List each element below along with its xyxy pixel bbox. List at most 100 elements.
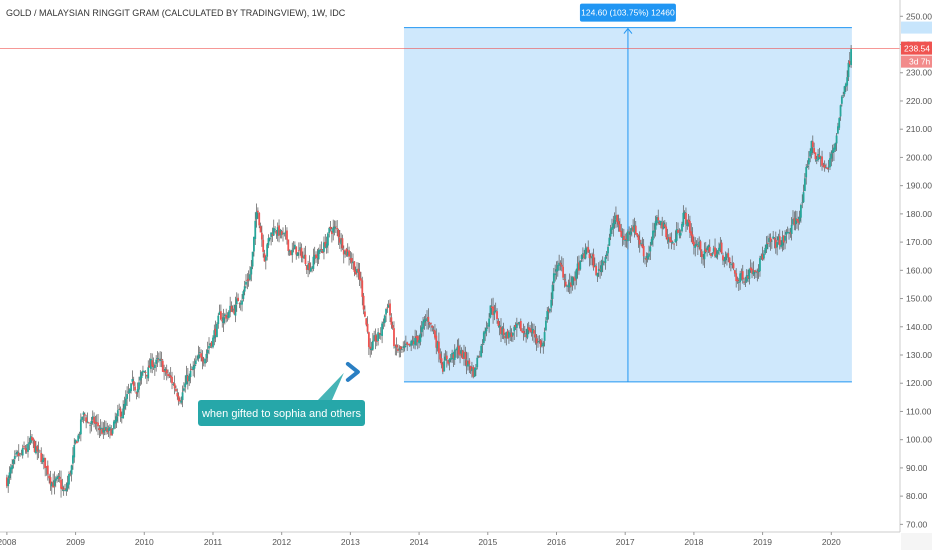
candle-body-up xyxy=(403,345,406,349)
candle-body-up xyxy=(272,228,275,236)
candle-body-up xyxy=(558,262,561,266)
candle-body-down xyxy=(547,309,550,312)
candle xyxy=(147,360,150,382)
candle-body-up xyxy=(659,220,662,226)
candle-body-down xyxy=(461,350,464,359)
candle xyxy=(278,219,280,243)
candle-body-down xyxy=(492,306,494,316)
candle xyxy=(221,313,224,328)
candle xyxy=(471,361,473,378)
candle xyxy=(525,328,528,343)
candle xyxy=(9,463,12,480)
candle xyxy=(354,266,357,275)
candle xyxy=(181,385,184,408)
candle xyxy=(233,304,236,315)
candle xyxy=(748,268,751,285)
candle xyxy=(77,433,80,443)
candle-body-up xyxy=(138,382,140,390)
candle xyxy=(764,244,767,255)
candle-body-up xyxy=(484,330,487,334)
candle xyxy=(545,317,547,332)
candle xyxy=(702,254,705,266)
candle-body-up xyxy=(226,316,229,318)
candle-body-down xyxy=(110,428,113,436)
candle xyxy=(515,317,518,337)
y-tick-label: 70.00 xyxy=(906,519,928,529)
candle xyxy=(130,382,132,394)
candle xyxy=(521,328,524,333)
candle xyxy=(839,104,842,121)
axis-settings-button[interactable] xyxy=(901,533,932,550)
candle-body-down xyxy=(210,341,213,347)
candle xyxy=(517,322,520,326)
candle xyxy=(439,348,442,364)
candle-body-up xyxy=(770,240,773,242)
candle xyxy=(179,397,181,405)
candle-body-up xyxy=(127,391,130,393)
candle xyxy=(151,353,154,374)
candle-body-down xyxy=(510,332,513,337)
candle xyxy=(135,391,138,400)
candle xyxy=(317,247,320,264)
candle xyxy=(474,364,477,377)
candle xyxy=(188,373,191,386)
candle-body-up xyxy=(739,273,742,283)
candle xyxy=(90,417,93,432)
candle xyxy=(472,365,475,379)
time-axis[interactable]: 2008 2009 2010 2011 2012 2013 2014 2015 2016 2017… xyxy=(0,531,932,550)
candle xyxy=(160,351,163,368)
candle xyxy=(543,327,546,347)
candle xyxy=(426,310,428,330)
candle-body-down xyxy=(440,358,443,365)
candle-body-up xyxy=(646,255,649,260)
candle xyxy=(842,91,845,99)
candle xyxy=(83,412,86,421)
candle-body-down xyxy=(747,276,749,279)
candle-body-down xyxy=(305,265,308,270)
candle xyxy=(329,220,332,232)
candle xyxy=(798,210,801,225)
candle-body-down xyxy=(350,258,353,263)
candle-body-down xyxy=(616,214,619,222)
candle xyxy=(574,271,576,290)
candle xyxy=(634,221,637,236)
candle-body-up xyxy=(394,346,397,348)
candle-body-down xyxy=(728,257,731,264)
candle-body-down xyxy=(478,356,481,357)
candle xyxy=(116,404,119,424)
measure-label: 124.60 (103.75%) 12460 xyxy=(581,8,675,18)
candle-body-up xyxy=(712,248,715,252)
candle-body-up xyxy=(724,256,727,261)
candle xyxy=(46,460,49,481)
candle-body-down xyxy=(295,246,298,255)
candle xyxy=(308,255,311,275)
candle xyxy=(829,152,831,171)
candle xyxy=(498,321,501,336)
candle-body-down xyxy=(677,229,679,233)
candle-body-down xyxy=(399,346,402,350)
candle-body-up xyxy=(615,215,617,220)
candle-body-up xyxy=(480,345,483,357)
candle xyxy=(670,232,673,250)
candle xyxy=(592,248,595,271)
candle xyxy=(358,263,361,286)
candle-body-down xyxy=(5,477,8,487)
candle xyxy=(177,392,180,406)
candle xyxy=(190,366,193,371)
candle-body-up xyxy=(209,343,212,346)
candle-body-up xyxy=(35,446,37,454)
price-axis[interactable]: 70.00 80.00 90.00 100.00 110.00 120.00 130.00 1… xyxy=(899,0,932,532)
candle xyxy=(53,471,56,495)
candle xyxy=(530,321,533,337)
callout-box[interactable] xyxy=(198,400,365,426)
candle xyxy=(440,351,443,369)
candle-body-up xyxy=(833,147,835,153)
candle xyxy=(286,227,288,245)
candle-body-up xyxy=(538,341,541,343)
price-range-measurement[interactable] xyxy=(403,27,852,383)
candle xyxy=(128,388,131,402)
candle-body-up xyxy=(239,303,242,305)
candle xyxy=(476,355,479,370)
candle xyxy=(11,459,14,474)
